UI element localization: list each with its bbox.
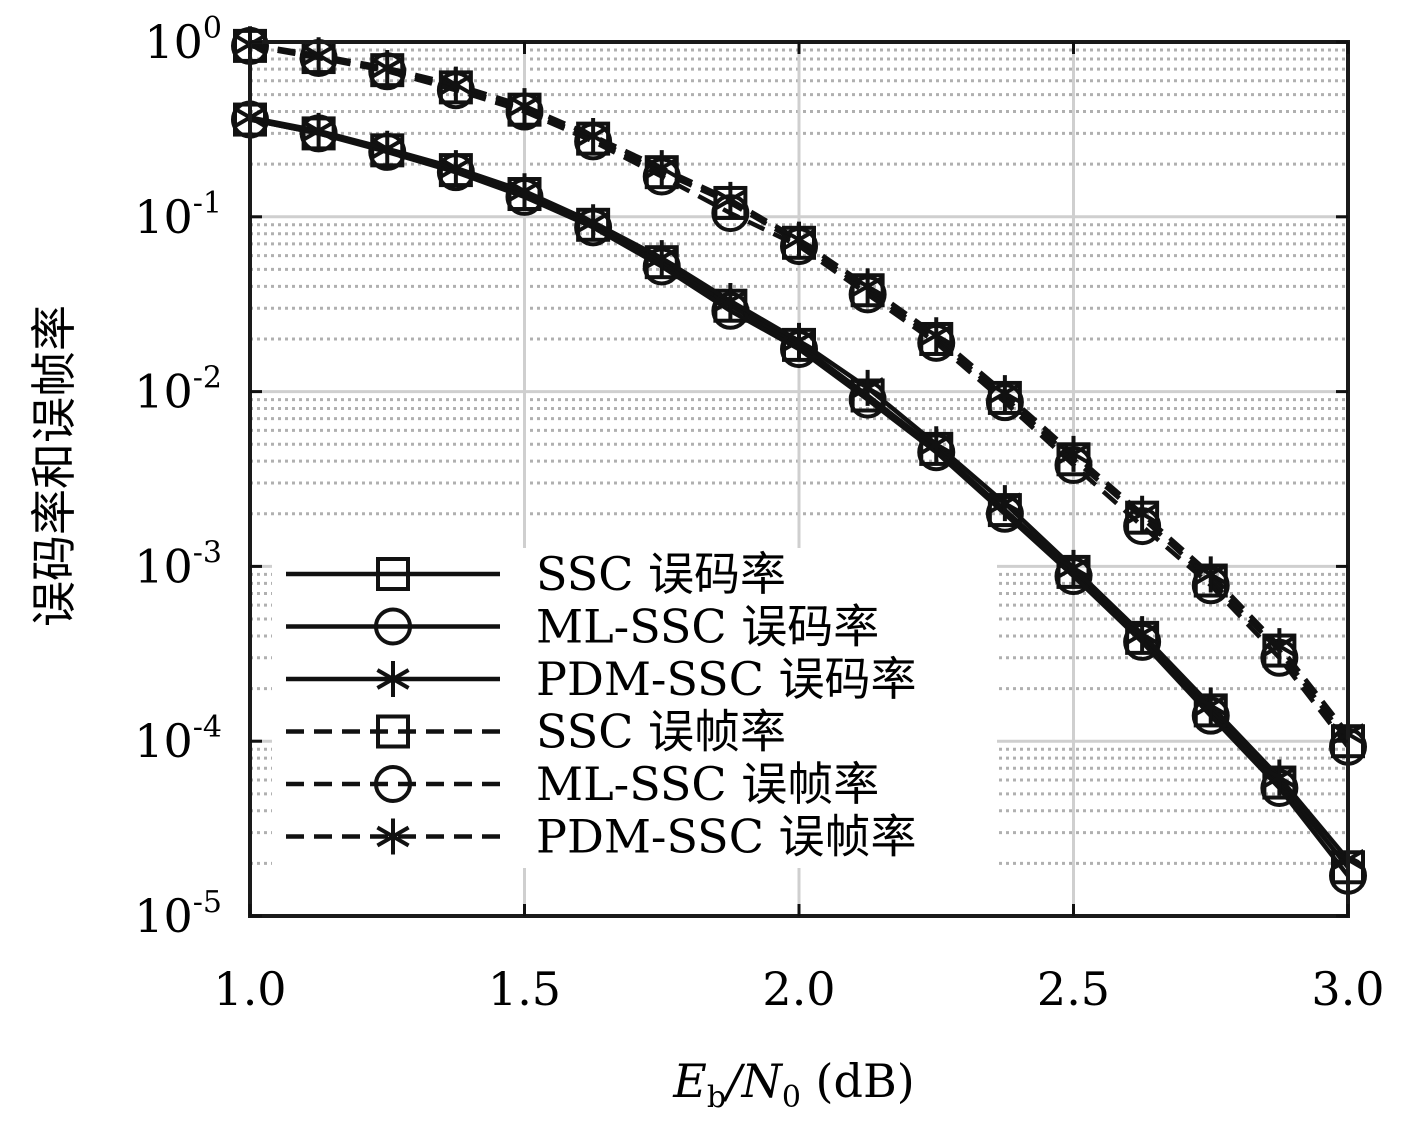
legend-marker (374, 765, 412, 803)
data-point (713, 282, 747, 319)
data-point (988, 375, 1022, 412)
x-axis-label: Eb/N0 (dB) (672, 1054, 914, 1115)
legend-item: ML-SSC 误帧率 (286, 757, 879, 811)
legend-item: PDM-SSC 误帧率 (286, 810, 917, 864)
data-point (919, 317, 953, 354)
legend-label: ML-SSC 误码率 (536, 600, 879, 654)
data-point (1125, 616, 1159, 653)
x-tick-label: 3.0 (1311, 962, 1384, 1016)
data-point (439, 66, 473, 103)
legend-label: SSC 误帧率 (536, 705, 786, 759)
data-point (1194, 687, 1228, 724)
data-point (988, 485, 1022, 522)
x-tick-label: 2.0 (762, 962, 835, 1016)
y-tick-label: 10-3 (134, 535, 222, 593)
y-tick-label: 10-1 (134, 186, 222, 244)
data-point (576, 204, 610, 241)
legend-label: PDM-SSC 误码率 (536, 652, 917, 706)
y-tick-label: 10-4 (134, 710, 222, 768)
data-point (713, 181, 747, 218)
data-point (782, 221, 816, 258)
data-point (576, 117, 610, 154)
data-point (782, 322, 816, 359)
data-point (1125, 495, 1159, 532)
x-tick-label: 1.5 (488, 962, 561, 1016)
data-point (507, 88, 542, 125)
legend-label: SSC 误码率 (536, 547, 786, 601)
data-point (1056, 549, 1091, 586)
legend-item: SSC 误帧率 (286, 705, 786, 759)
x-tick-label: 2.5 (1037, 962, 1110, 1016)
legend-item: ML-SSC 误码率 (286, 600, 879, 654)
y-tick-label: 100 (144, 11, 222, 69)
legend-marker (374, 607, 412, 646)
legend-label: PDM-SSC 误帧率 (536, 810, 917, 864)
data-point (439, 150, 473, 187)
data-point (370, 130, 404, 167)
legend-marker (376, 661, 410, 697)
data-point (1262, 628, 1296, 665)
legend-item: SSC 误码率 (286, 547, 786, 601)
legend-marker (376, 818, 410, 855)
series-group (233, 26, 1365, 752)
data-point (645, 240, 679, 277)
axis-ticks: 1.0 1.5 2.0 2.5 3.0 100 10-1 10-2 10-3 10-4 10-5 (134, 11, 1384, 1016)
data-point (1194, 556, 1228, 593)
legend-marker (376, 557, 410, 591)
data-point (302, 112, 336, 149)
legend-box (272, 548, 997, 868)
data-point (1056, 435, 1091, 472)
legend-marker (376, 714, 410, 749)
y-axis-label: 误码率和误帧率 (27, 305, 81, 627)
data-point (1262, 759, 1296, 796)
data-point (851, 268, 885, 305)
y-tick-label: 10-5 (134, 885, 222, 943)
y-tick-label: 10-2 (134, 361, 222, 419)
x-tick-label: 1.0 (213, 962, 286, 1016)
data-point (370, 50, 404, 86)
data-point (851, 369, 885, 406)
data-point (645, 150, 679, 187)
legend-item: PDM-SSC 误码率 (286, 652, 917, 706)
data-point (507, 173, 542, 210)
data-point (919, 426, 953, 463)
legend-label: ML-SSC 误帧率 (536, 757, 879, 811)
